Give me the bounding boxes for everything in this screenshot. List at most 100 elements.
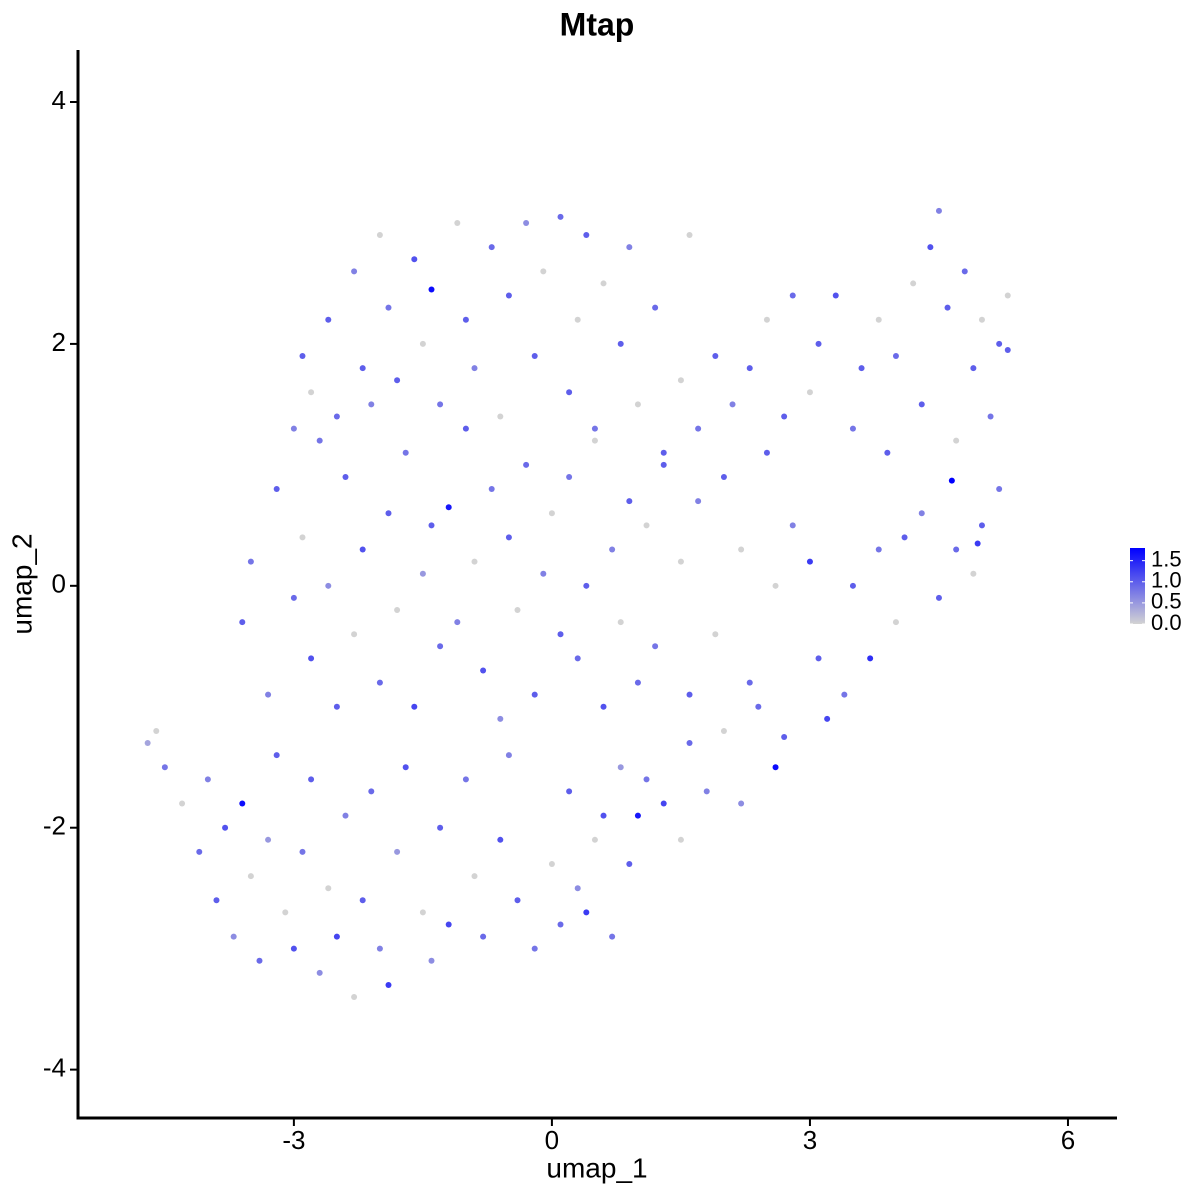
point [376, 679, 383, 686]
point [342, 473, 349, 480]
point [996, 340, 1003, 347]
colorbar-label: 0.0 [1151, 610, 1182, 635]
y-tick-label: -4 [43, 1052, 66, 1082]
colorbar-label: 1.5 [1151, 546, 1182, 571]
point [368, 401, 375, 408]
point [591, 437, 598, 444]
point [428, 522, 435, 529]
point [574, 885, 581, 892]
point [247, 873, 254, 880]
point [290, 425, 297, 432]
point [806, 558, 813, 565]
point [462, 776, 469, 783]
point [695, 425, 702, 432]
point [316, 437, 323, 444]
point [583, 582, 590, 589]
point [660, 800, 667, 807]
colorbar-label: 0.5 [1151, 589, 1182, 614]
point [918, 401, 925, 408]
point [359, 546, 366, 553]
point [626, 861, 633, 868]
point [419, 570, 426, 577]
point [643, 776, 650, 783]
x-tick-label: 0 [545, 1125, 559, 1155]
point [583, 909, 590, 916]
point [290, 594, 297, 601]
point [316, 969, 323, 976]
point [634, 812, 641, 819]
point [600, 280, 607, 287]
colorbar [1130, 548, 1145, 624]
point [626, 244, 633, 251]
point [660, 461, 667, 468]
point [746, 365, 753, 372]
point [480, 667, 487, 674]
point [832, 292, 839, 299]
point [523, 461, 530, 468]
point [505, 292, 512, 299]
point [617, 340, 624, 347]
point [974, 540, 981, 547]
point [471, 558, 478, 565]
point [858, 365, 865, 372]
point [927, 244, 934, 251]
point [308, 655, 315, 662]
point [445, 921, 452, 928]
x-tick-label: 6 [1061, 1125, 1075, 1155]
point [789, 292, 796, 299]
point [514, 607, 521, 614]
point [265, 691, 272, 698]
y-tick-label: 0 [52, 569, 66, 599]
point [230, 933, 237, 940]
point [462, 425, 469, 432]
point [282, 909, 289, 916]
point [342, 812, 349, 819]
point [703, 788, 710, 795]
point [290, 945, 297, 952]
point [806, 389, 813, 396]
point [557, 921, 564, 928]
point [763, 316, 770, 323]
point [385, 304, 392, 311]
point [738, 546, 745, 553]
point [884, 449, 891, 456]
point [695, 498, 702, 505]
point [548, 510, 555, 517]
point [497, 836, 504, 843]
colorbar-label: 1.0 [1151, 568, 1182, 593]
point [815, 340, 822, 347]
point [351, 994, 358, 1001]
point [712, 631, 719, 638]
point [523, 219, 530, 226]
point [978, 522, 985, 529]
point [299, 353, 306, 360]
point [824, 715, 831, 722]
point [591, 425, 598, 432]
point [686, 232, 693, 239]
y-axis-title: umap_2 [6, 533, 37, 634]
point [677, 377, 684, 384]
point [351, 268, 358, 275]
x-tick-label: -3 [282, 1125, 305, 1155]
point [910, 280, 917, 287]
point [333, 703, 340, 710]
point [419, 340, 426, 347]
point [948, 477, 955, 484]
point [944, 304, 951, 311]
point [531, 691, 538, 698]
point [454, 219, 461, 226]
point [273, 752, 280, 759]
point [351, 631, 358, 638]
point [411, 256, 418, 263]
point [961, 268, 968, 275]
y-tick-label: -2 [43, 811, 66, 841]
point [686, 691, 693, 698]
point [531, 945, 538, 952]
point [600, 812, 607, 819]
point [385, 510, 392, 517]
point [849, 582, 856, 589]
point [428, 957, 435, 964]
point [953, 546, 960, 553]
point [153, 727, 160, 734]
